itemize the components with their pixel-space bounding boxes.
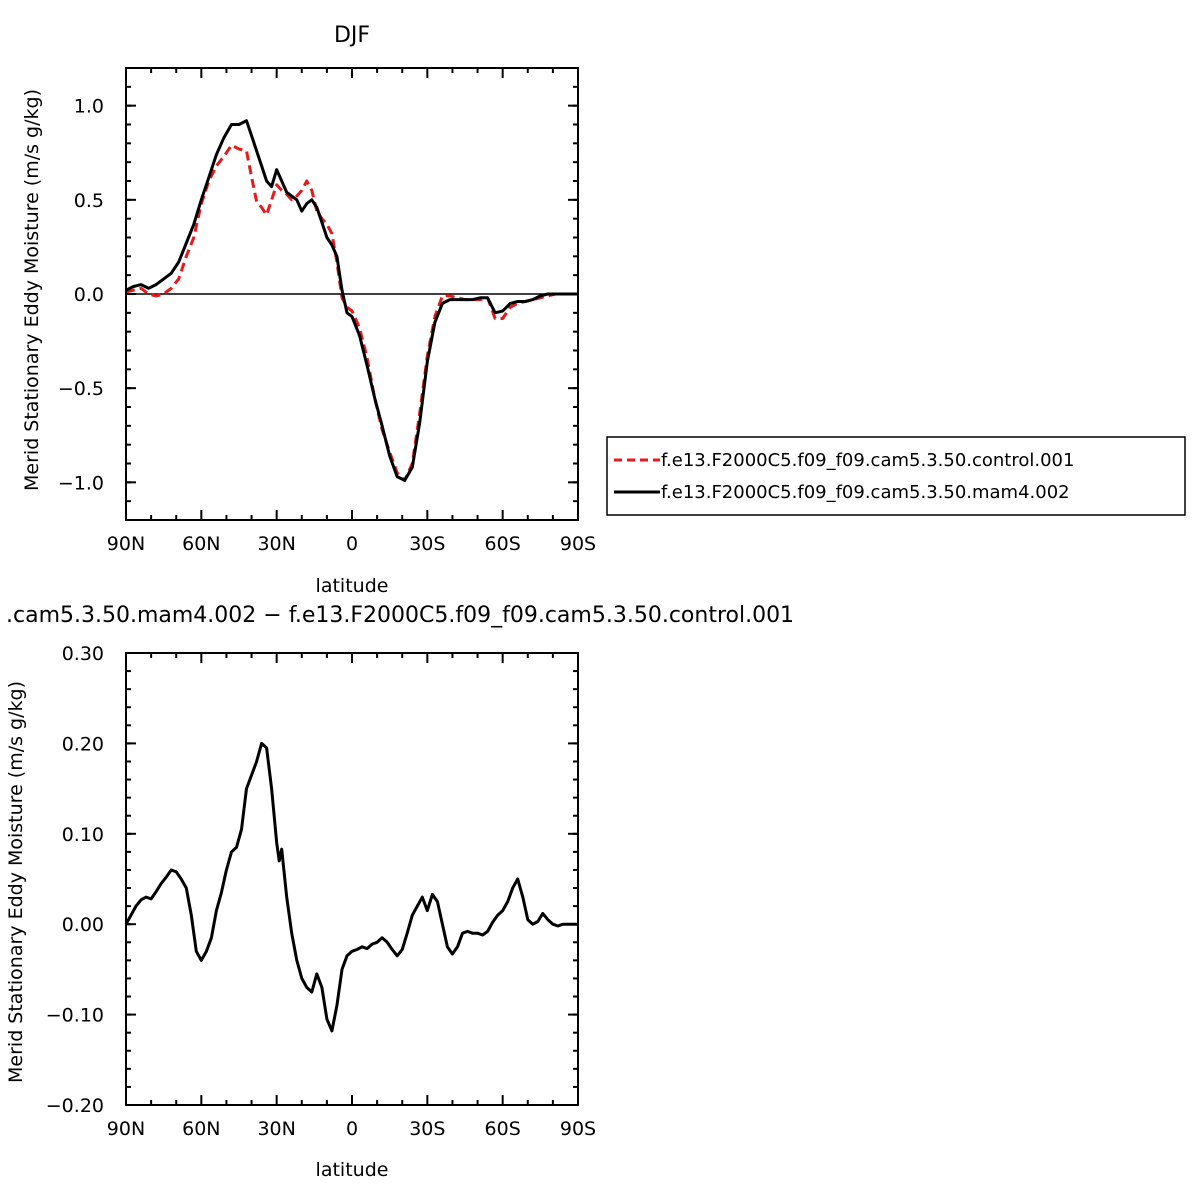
- bottom-chart-series-line-0: [124, 741, 578, 1033]
- top-chart-x-tick-label: 0: [346, 533, 358, 555]
- top-chart-legend: f.e13.F2000C5.f09_f09.cam5.3.50.control.…: [606, 436, 1186, 516]
- bottom-chart-x-axis-label: latitude: [316, 1159, 389, 1181]
- top-chart-series-line-1: [125, 119, 578, 482]
- bottom-chart-y-axis-label: Merid Stationary Eddy Moisture (m/s g/kg…: [5, 681, 27, 1083]
- top-chart-title: DJF: [334, 23, 370, 48]
- bottom-chart-y-tick-label: 0.00: [62, 914, 104, 936]
- top-chart-series-line-0: [125, 143, 578, 482]
- bottom-chart-y-tick-label: 0.20: [62, 733, 104, 755]
- top-chart-y-tick-label: 0.0: [74, 284, 104, 306]
- top-chart-y-tick-label: 0.5: [74, 190, 104, 212]
- top-chart-panel: DJF 90N 60N 30N 0 30S 60S 90S 1.0 0.5 0.0 −0.5 −1.0…: [21, 23, 596, 597]
- top-chart-y-tick-label: 1.0: [74, 96, 104, 118]
- bottom-chart-x-tick-label: 60N: [182, 1118, 220, 1140]
- top-chart-x-tick-label: 30S: [409, 533, 445, 555]
- top-chart-y-tick-label: −1.0: [58, 472, 104, 494]
- top-chart-x-tick-label: 60N: [182, 533, 220, 555]
- bottom-chart-x-tick-label: 30S: [409, 1118, 445, 1140]
- legend-entry-mam4: f.e13.F2000C5.f09_f09.cam5.3.50.mam4.002: [661, 482, 1070, 503]
- bottom-chart-title: .cam5.3.50.mam4.002 − f.e13.F2000C5.f09_…: [6, 603, 794, 628]
- top-chart-y-tick-label: −0.5: [58, 378, 104, 400]
- bottom-chart-x-tick-label: 90N: [107, 1118, 145, 1140]
- top-chart-y-axis-label: Merid Stationary Eddy Moisture (m/s g/kg…: [21, 89, 43, 491]
- top-chart-x-tick-label: 60S: [485, 533, 521, 555]
- bottom-chart-y-tick-label: −0.20: [46, 1095, 104, 1117]
- bottom-chart-y-tick-label: 0.10: [62, 824, 104, 846]
- top-chart-plot-area: 90N 60N 30N 0 30S 60S 90S 1.0 0.5 0.0 −0.5 −1.0: [58, 67, 596, 555]
- legend-box: [606, 436, 1186, 516]
- top-chart-x-tick-label: 30N: [257, 533, 295, 555]
- bottom-chart-x-tick-label: 0: [346, 1118, 358, 1140]
- legend-entry-control: f.e13.F2000C5.f09_f09.cam5.3.50.control.…: [661, 450, 1074, 471]
- bottom-chart-x-tick-label: 60S: [485, 1118, 521, 1140]
- bottom-chart-plot-frame: [125, 652, 579, 1106]
- top-chart-x-tick-label: 90S: [560, 533, 596, 555]
- bottom-chart-y-tick-label: −0.10: [46, 1005, 104, 1027]
- top-chart-x-tick-label: 90N: [107, 533, 145, 555]
- top-chart-x-axis-label: latitude: [316, 575, 389, 597]
- bottom-chart-x-tick-label: 90S: [560, 1118, 596, 1140]
- bottom-chart-y-tick-label: 0.30: [62, 643, 104, 665]
- bottom-chart-plot-area: 90N 60N 30N 0 30S 60S 90S 0.30 0.20 0.10 0.00 −0.10…: [46, 643, 596, 1140]
- bottom-chart-panel: .cam5.3.50.mam4.002 − f.e13.F2000C5.f09_…: [5, 603, 794, 1181]
- bottom-chart-x-tick-label: 30N: [257, 1118, 295, 1140]
